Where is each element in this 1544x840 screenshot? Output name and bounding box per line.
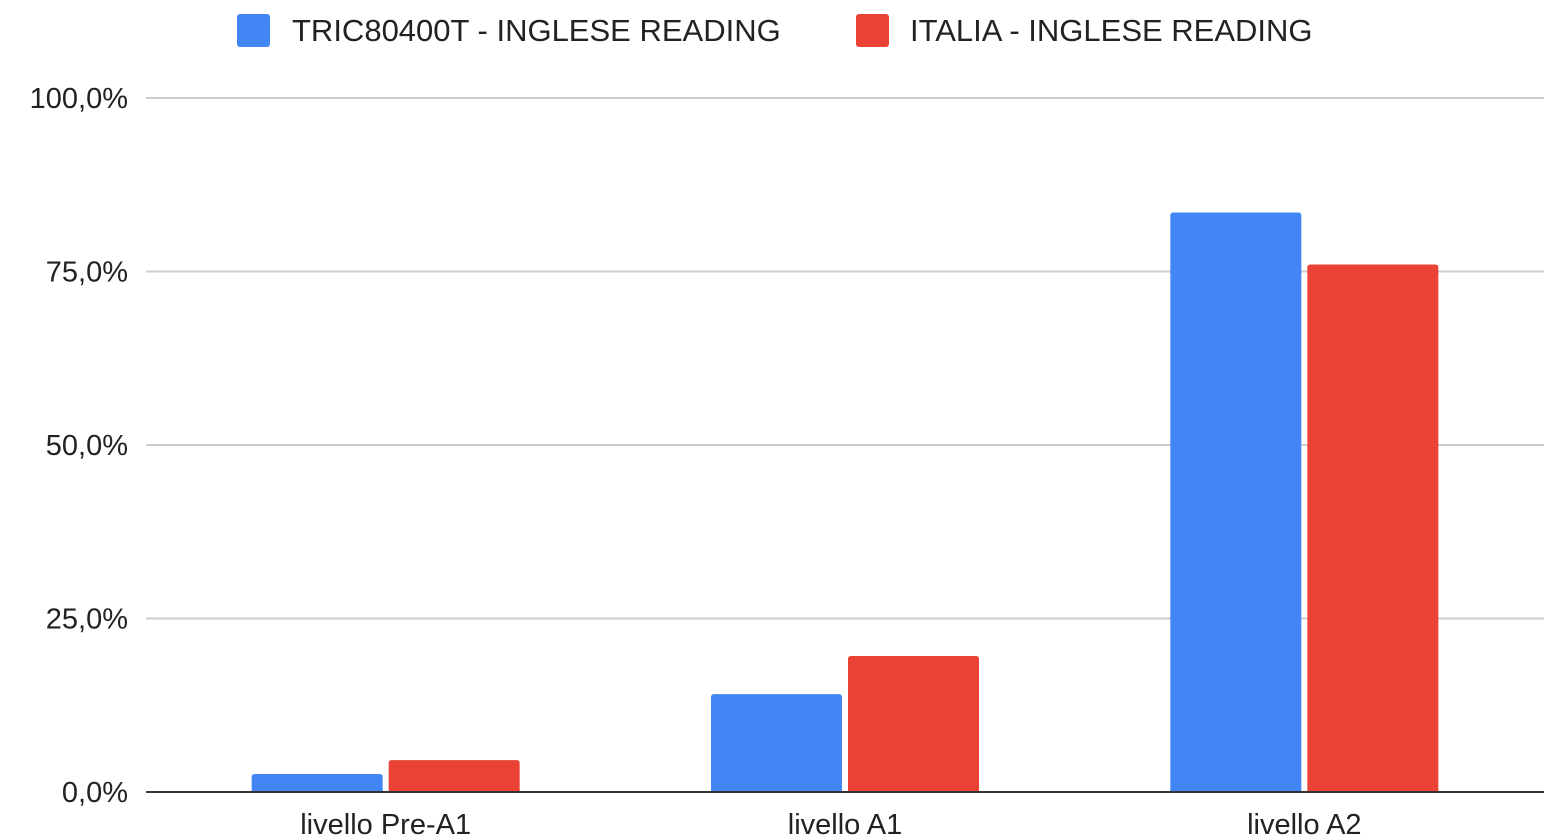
y-tick-label: 100,0% [30,83,128,115]
y-axis-ticks: 0,0% 25,0% 50,0% 75,0% 100,0% [30,83,128,809]
x-tick-label: livello A1 [788,809,902,840]
y-tick-label: 75,0% [46,257,128,289]
x-axis-labels: livello Pre-A1 livello A1 livello A2 [300,809,1361,840]
legend-label-italia: ITALIA - INGLESE READING [910,13,1313,48]
y-tick-label: 50,0% [46,430,128,462]
x-tick-label: livello A2 [1247,809,1361,840]
bar-tric80400t-0 [251,773,383,792]
legend-swatch-italia [856,14,889,47]
x-tick-label: livello Pre-A1 [300,809,471,840]
y-tick-label: 0,0% [62,777,128,809]
legend: TRIC80400T - INGLESE READING ITALIA - IN… [237,13,1313,48]
y-tick-label: 25,0% [46,604,128,636]
bar-italia-1 [848,655,979,792]
legend-label-tric80400t: TRIC80400T - INGLESE READING [292,13,781,48]
bars [251,212,1439,792]
bar-tric80400t-1 [711,694,842,792]
bar-italia-2 [1307,264,1439,792]
bar-italia-0 [388,760,520,792]
legend-swatch-tric80400t [237,14,270,47]
bar-tric80400t-2 [1170,212,1302,792]
